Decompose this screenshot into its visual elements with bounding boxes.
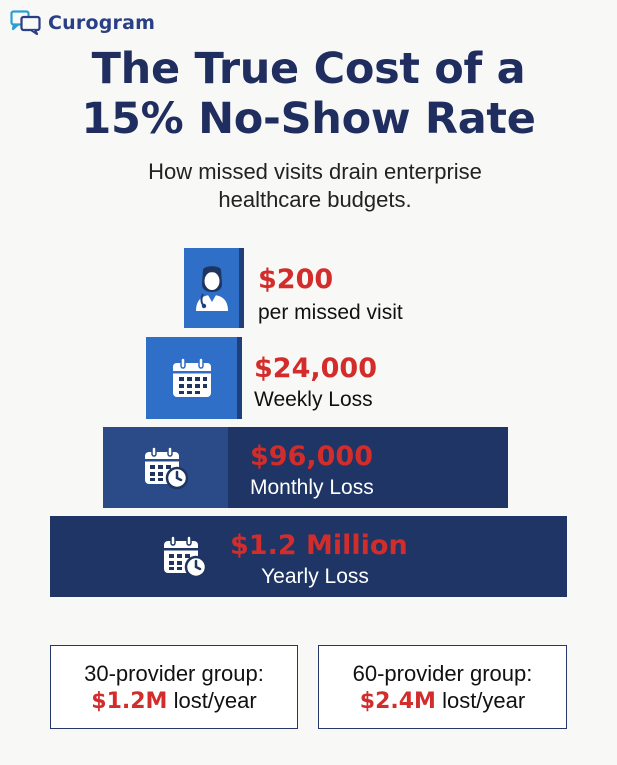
tier-label: Weekly Loss: [254, 388, 373, 411]
tier-monthly-text: $96,000 Monthly Loss: [250, 441, 374, 501]
tier-amount: $96,000: [250, 441, 373, 472]
subtitle-line-1: How missed visits drain enterprise: [148, 159, 482, 184]
tier-amount: $200: [258, 264, 334, 295]
brand: Curogram: [10, 10, 155, 36]
provider-card-60: 60-provider group: $2.4M lost/year: [318, 645, 567, 729]
doctor-icon: [184, 248, 244, 328]
card-title: 30-provider group:: [84, 661, 264, 686]
card-amount: $1.2M: [91, 689, 168, 714]
provider-card-30: 30-provider group: $1.2M lost/year: [50, 645, 298, 729]
chat-bubbles-logo-icon: [10, 10, 42, 36]
calendar-clock-icon: [140, 516, 230, 597]
title-line-2: 15% No-Show Rate: [81, 94, 536, 144]
tier-label: Yearly Loss: [261, 565, 369, 588]
tier-weekly-text: $24,000 Weekly Loss: [254, 353, 377, 413]
card-suffix: lost/year: [167, 688, 257, 713]
brand-name: Curogram: [48, 12, 156, 34]
subtitle: How missed visits drain enterprise healt…: [0, 158, 617, 214]
card-suffix: lost/year: [435, 688, 526, 713]
tier-amount: $24,000: [254, 353, 377, 384]
card-loss: $1.2M lost/year: [51, 687, 297, 716]
card-title: 60-provider group:: [352, 661, 533, 686]
tier-amount: $1.2 Million: [230, 530, 408, 561]
page-title: The True Cost of a 15% No-Show Rate: [0, 44, 617, 144]
tier-yearly-text: $1.2 Million Yearly Loss: [230, 530, 408, 590]
tier-yearly-bar: [50, 516, 567, 597]
subtitle-line-2: healthcare budgets.: [218, 187, 412, 212]
tier-per-visit-text: $200 per missed visit: [258, 264, 403, 326]
calendar-icon: [146, 337, 242, 419]
tier-label: per missed visit: [258, 301, 403, 324]
card-amount: $2.4M: [359, 689, 436, 714]
calendar-clock-icon: [103, 427, 228, 508]
card-loss: $2.4M lost/year: [319, 687, 566, 716]
tier-label: Monthly Loss: [250, 476, 374, 499]
title-line-1: The True Cost of a: [91, 44, 526, 94]
